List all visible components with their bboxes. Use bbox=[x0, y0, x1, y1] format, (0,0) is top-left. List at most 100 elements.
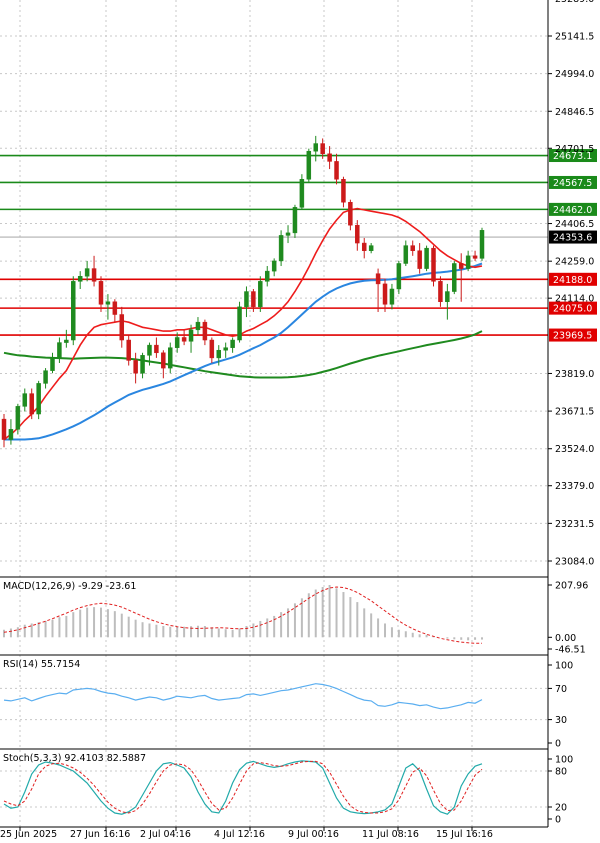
candle-body bbox=[327, 153, 332, 162]
candle-body bbox=[119, 314, 125, 341]
candle-body bbox=[403, 245, 409, 264]
support-badge bbox=[549, 272, 597, 286]
macd-tick-label: 0.00 bbox=[555, 633, 576, 644]
pane-frames bbox=[0, 576, 548, 828]
candle-body bbox=[36, 383, 41, 415]
candle-body bbox=[22, 393, 28, 407]
candle-body bbox=[140, 355, 145, 374]
price-axis: 25289.0 25141.5 24994.0 24846.5 24701.5 24406… bbox=[547, 0, 594, 827]
candle-body bbox=[389, 288, 395, 305]
candle-body bbox=[154, 344, 159, 354]
rsi-tick-label: 30 bbox=[555, 715, 567, 726]
candle-body bbox=[15, 406, 21, 430]
candle-body bbox=[368, 245, 374, 251]
stoch-d-line bbox=[3, 760, 483, 814]
time-label: 9 Jul 00:16 bbox=[288, 829, 339, 840]
ma-red-line bbox=[3, 207, 483, 441]
rsi-line bbox=[3, 683, 483, 710]
candle-body bbox=[458, 263, 464, 269]
candle-body bbox=[251, 291, 256, 308]
candle-body bbox=[271, 260, 277, 272]
candle-body bbox=[334, 161, 339, 180]
candle-body bbox=[209, 339, 215, 359]
candle-body bbox=[375, 273, 381, 285]
candle-body bbox=[410, 245, 415, 251]
moving-averages bbox=[3, 207, 483, 441]
macd-signal-line bbox=[3, 586, 482, 644]
candle-body bbox=[320, 143, 325, 155]
candle-body bbox=[77, 275, 83, 282]
candles bbox=[1, 135, 485, 448]
stoch-tick-label: 20 bbox=[555, 803, 567, 814]
rsi-tick-label: 70 bbox=[555, 684, 567, 695]
candle-body bbox=[202, 321, 208, 341]
candle-body bbox=[112, 301, 118, 315]
candle-body bbox=[50, 357, 55, 371]
candle-body bbox=[431, 247, 436, 282]
rsi-pane: RSI(14) 55.7154 100 70 30 0 bbox=[0, 659, 573, 750]
resistance-badge bbox=[549, 149, 597, 163]
price-tick-label: 23819.0 bbox=[555, 369, 594, 380]
candle-body bbox=[147, 344, 152, 356]
candle-body bbox=[382, 283, 388, 305]
candle-body bbox=[168, 347, 173, 369]
support-badge bbox=[549, 328, 597, 342]
candle-body bbox=[313, 143, 318, 152]
candle-body bbox=[1, 418, 7, 440]
candle-body bbox=[361, 242, 367, 251]
price-tick-label: 24701.5 bbox=[555, 144, 594, 155]
current-price-label: 24353.6 bbox=[553, 233, 592, 244]
candle-body bbox=[424, 247, 429, 269]
candle-body bbox=[181, 337, 187, 342]
support-label: 23969.5 bbox=[553, 331, 592, 342]
candle-body bbox=[161, 352, 166, 369]
grid-lines bbox=[0, 0, 548, 827]
time-label: 27 Jun 16:16 bbox=[70, 829, 130, 840]
price-tick-label: 23231.5 bbox=[555, 519, 594, 530]
candle-body bbox=[244, 291, 249, 308]
price-tick-label: 23084.0 bbox=[555, 557, 594, 568]
time-label: 15 Jul 16:16 bbox=[436, 829, 493, 840]
time-label: 11 Jul 08:16 bbox=[362, 829, 419, 840]
candle-body bbox=[43, 370, 48, 384]
rsi-tick-label: 0 bbox=[555, 739, 561, 750]
current-price-badge bbox=[549, 230, 597, 244]
resistance-badge bbox=[549, 202, 597, 216]
resistance-label: 24462.0 bbox=[553, 205, 592, 216]
time-axis: 25 Jun 2025 27 Jun 16:16 2 Jul 04:16 4 Jul … bbox=[0, 827, 493, 840]
candle-body bbox=[237, 306, 242, 341]
candle-body bbox=[341, 179, 346, 203]
macd-pane: MACD(12,26,9) -9.29 -23.61 207.96 0.00-46.… bbox=[3, 581, 588, 656]
price-tick-label: 23379.0 bbox=[555, 481, 594, 492]
ma-green-line bbox=[3, 330, 483, 379]
stoch-title: Stoch(5,3,3) 92.4103 82.5887 bbox=[3, 753, 146, 764]
candle-body bbox=[417, 250, 422, 269]
candle-body bbox=[479, 230, 485, 259]
candle-body bbox=[195, 321, 201, 331]
candle-body bbox=[452, 263, 457, 292]
candle-body bbox=[438, 281, 443, 303]
candle-body bbox=[306, 150, 312, 180]
candle-body bbox=[258, 281, 263, 308]
candle-body bbox=[133, 360, 138, 374]
price-tick-label: 24406.5 bbox=[555, 219, 594, 230]
price-tick-label: 24114.0 bbox=[555, 294, 594, 305]
candle-body bbox=[230, 339, 235, 348]
candle-body bbox=[472, 255, 478, 259]
price-tick-label: 25141.5 bbox=[555, 32, 594, 43]
macd-tick-label: 207.96 bbox=[555, 581, 588, 592]
stoch-tick-label: 80 bbox=[555, 767, 567, 778]
candle-body bbox=[84, 268, 90, 277]
candle-body bbox=[292, 207, 298, 234]
candle-body bbox=[465, 255, 471, 269]
candle-body bbox=[264, 270, 270, 282]
rsi-tick-label: 100 bbox=[555, 661, 573, 672]
stoch-tick-label: 0 bbox=[555, 815, 561, 826]
stoch-tick-label: 100 bbox=[555, 755, 573, 766]
ma-blue-line bbox=[4, 262, 483, 441]
price-tick-label: 24259.0 bbox=[555, 257, 594, 268]
candle-body bbox=[355, 224, 360, 244]
resistance-label: 24673.1 bbox=[553, 151, 592, 162]
